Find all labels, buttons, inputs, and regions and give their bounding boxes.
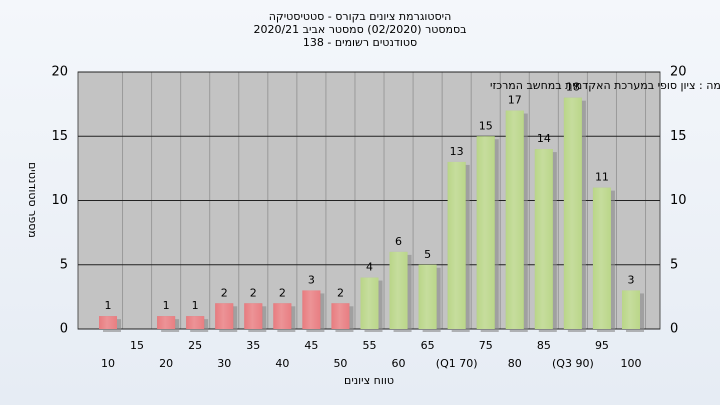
data-label: 5 [424,248,431,261]
y2-tick-label: 20 [670,65,687,80]
data-label: 15 [479,119,493,132]
bar-shine [331,303,350,329]
y2-tick-label: 5 [670,257,678,272]
x-tick-label: 75 [479,339,493,352]
y-tick-label: 0 [60,322,68,337]
x-tick-label: 80 [508,357,522,370]
y2-tick-label: 15 [670,129,687,144]
bar-shine [505,110,524,329]
bar-shine [476,136,495,329]
chart-title: היסטוגרמת ציונים בקורס - סטטיסטיקה [269,10,452,23]
y-axis-label: מספר סטודנטים [26,162,39,238]
bar-shine [99,316,117,329]
annotation: במשימה : ציון סופי במערכת האקדמית במחשב … [490,79,720,92]
x-tick-label: 85 [537,339,551,352]
bar-shine [622,290,640,329]
bar-shine [157,316,176,329]
bar-shine [360,277,379,329]
x-tick-label: 25 [188,339,202,352]
bar-shine [563,97,582,329]
bar-shine [592,187,611,329]
data-label: 1 [163,299,170,312]
x-tick-label: 15 [130,339,144,352]
bar-shine [389,251,408,329]
y-tick-label: 15 [51,129,68,144]
data-label: 1 [192,299,199,312]
data-label: 11 [595,171,609,184]
data-label: 18 [566,81,580,94]
bar-shine [418,264,437,329]
x-tick-label: 100 [621,357,642,370]
data-label: 2 [337,286,344,299]
y2-tick-label: 10 [670,193,687,208]
data-label: 13 [450,145,464,158]
x-axis-label: טווח ציונים [344,374,394,387]
y2-tick-label: 0 [670,322,678,337]
bar-shine [302,290,321,329]
data-label: 2 [221,286,228,299]
x-tick-label: 60 [392,357,406,370]
bar-shine [244,303,263,329]
x-tick-label: 55 [363,339,377,352]
data-label: 1 [105,299,112,312]
y-tick-label: 20 [51,65,68,80]
x-tick-label: 30 [217,357,231,370]
bar-shine [534,149,553,329]
x-tick-label: (Q3 90) [552,357,594,370]
x-tick-label: 95 [595,339,609,352]
bar-shine [447,161,466,329]
x-tick-label: 50 [333,357,347,370]
x-tick-label: 35 [246,339,260,352]
data-label: 2 [279,286,286,299]
y-tick-label: 5 [60,257,68,272]
x-tick-label: 40 [275,357,289,370]
chart-title: סטודנטים רשומים - 138 [303,36,417,49]
bar-shine [186,316,205,329]
chart-title: בסמסטר (02/2020) סמסטר אביב 2020/21 [253,23,466,36]
x-tick-label: 20 [159,357,173,370]
x-tick-label: 10 [101,357,115,370]
x-tick-label: 45 [304,339,318,352]
y-tick-label: 10 [51,193,68,208]
data-label: 4 [366,261,373,274]
x-tick-label: (Q1 70) [436,357,478,370]
data-label: 3 [308,273,315,286]
data-label: 17 [508,94,522,107]
bar-shine [215,303,234,329]
data-label: 2 [250,286,257,299]
data-label: 6 [395,235,402,248]
bar-shine [273,303,292,329]
x-tick-label: 65 [421,339,435,352]
data-label: 3 [628,273,635,286]
data-label: 14 [537,132,551,145]
